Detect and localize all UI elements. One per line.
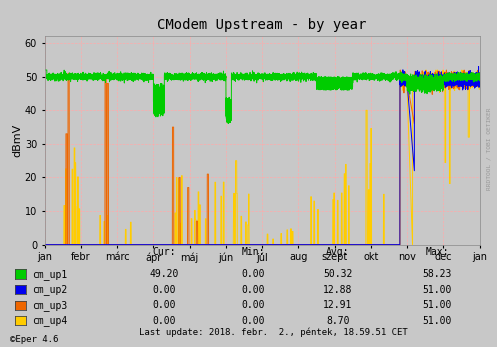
Text: RRDTOOL / TOBI OETIKER: RRDTOOL / TOBI OETIKER	[486, 108, 491, 191]
Text: cm_up4: cm_up4	[32, 315, 68, 327]
Text: 0.00: 0.00	[152, 316, 176, 326]
Text: cm_up2: cm_up2	[32, 284, 68, 295]
Text: 0.00: 0.00	[242, 316, 265, 326]
Text: Max:: Max:	[425, 247, 449, 257]
Text: 0.00: 0.00	[152, 301, 176, 310]
Text: cm_up3: cm_up3	[32, 300, 68, 311]
Text: Last update: 2018. febr.  2., péntek, 18.59.51 CET: Last update: 2018. febr. 2., péntek, 18.…	[139, 327, 408, 337]
Text: Min:: Min:	[242, 247, 265, 257]
Y-axis label: dBmV: dBmV	[12, 124, 22, 157]
Text: 51.00: 51.00	[422, 301, 452, 310]
Text: 0.00: 0.00	[242, 269, 265, 279]
Text: 0.00: 0.00	[242, 301, 265, 310]
Text: Avg:: Avg:	[326, 247, 350, 257]
Text: 58.23: 58.23	[422, 269, 452, 279]
Text: 51.00: 51.00	[422, 316, 452, 326]
Text: 50.32: 50.32	[323, 269, 353, 279]
Title: CModem Upstream - by year: CModem Upstream - by year	[158, 18, 367, 33]
Text: 0.00: 0.00	[242, 285, 265, 295]
Text: 12.88: 12.88	[323, 285, 353, 295]
Text: 8.70: 8.70	[326, 316, 350, 326]
Text: cm_up1: cm_up1	[32, 269, 68, 280]
Text: Cur:: Cur:	[152, 247, 176, 257]
Text: ©Eper 4.6: ©Eper 4.6	[10, 335, 58, 344]
Text: 51.00: 51.00	[422, 285, 452, 295]
Text: 49.20: 49.20	[149, 269, 179, 279]
Text: 0.00: 0.00	[152, 285, 176, 295]
Text: 12.91: 12.91	[323, 301, 353, 310]
